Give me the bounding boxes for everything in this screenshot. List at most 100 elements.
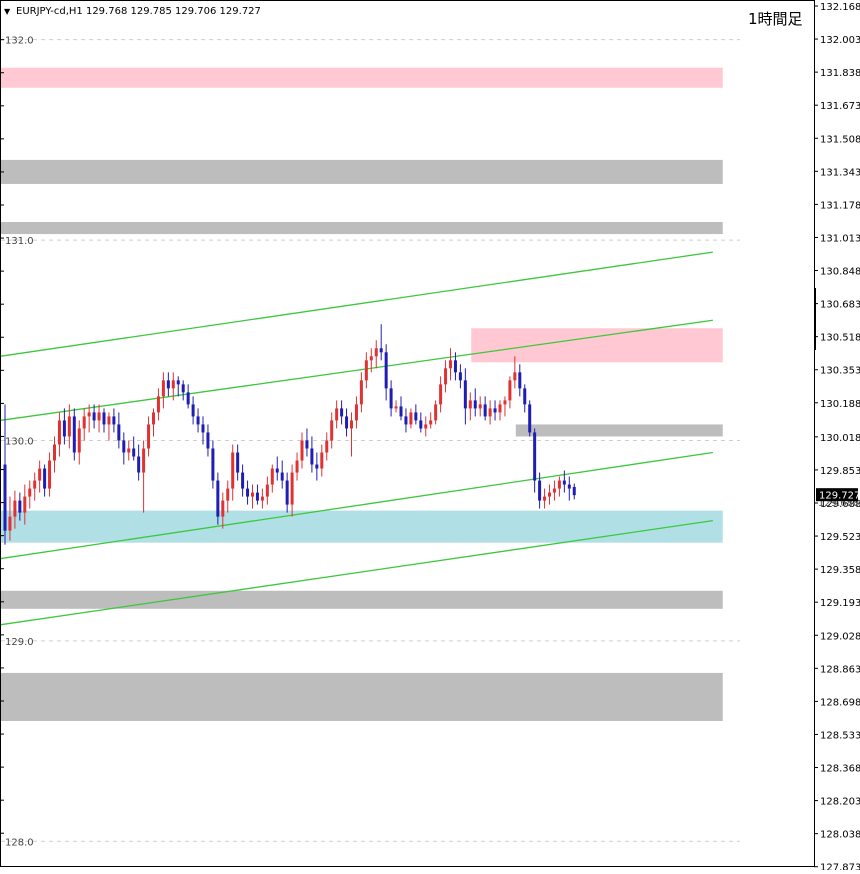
round-level-label: 128.0 bbox=[5, 837, 34, 848]
candle-body bbox=[379, 348, 383, 353]
candle bbox=[196, 408, 200, 433]
candle bbox=[77, 420, 81, 465]
resistance-zone bbox=[1, 67, 723, 88]
candle bbox=[191, 396, 195, 425]
candle-body bbox=[196, 416, 200, 425]
candle-body bbox=[191, 404, 195, 417]
channel-line[interactable] bbox=[0, 319, 713, 422]
candle bbox=[503, 396, 507, 417]
candle-body bbox=[280, 472, 284, 481]
candle bbox=[28, 480, 32, 509]
candle-body bbox=[523, 388, 527, 405]
candle-body bbox=[102, 412, 106, 425]
candle-body bbox=[152, 412, 155, 425]
candle-body bbox=[251, 492, 254, 497]
candle bbox=[122, 432, 126, 465]
candle bbox=[548, 484, 551, 505]
candle-body bbox=[216, 480, 220, 517]
candle bbox=[394, 400, 398, 413]
axis-tick-label: 128.698 bbox=[820, 697, 860, 708]
candle bbox=[255, 484, 259, 505]
candle-body bbox=[325, 440, 329, 453]
candle-body bbox=[156, 396, 160, 413]
candle bbox=[330, 412, 334, 449]
candle-body bbox=[142, 448, 146, 473]
candle bbox=[87, 404, 91, 433]
channel-line[interactable] bbox=[0, 251, 713, 357]
candle-body bbox=[87, 412, 91, 417]
candle bbox=[290, 464, 294, 517]
channel-line[interactable] bbox=[0, 451, 713, 560]
candle bbox=[350, 412, 353, 457]
candle bbox=[201, 416, 205, 445]
candle-body bbox=[369, 356, 373, 361]
axis-tick-label: 131.838 bbox=[820, 68, 860, 79]
current-price-label: 129.727 bbox=[819, 491, 860, 502]
candle-body bbox=[161, 380, 165, 397]
candle-body bbox=[320, 452, 324, 469]
candle bbox=[176, 376, 180, 397]
candle-body bbox=[23, 496, 27, 513]
candles-layer bbox=[3, 324, 576, 545]
candle-body bbox=[97, 412, 101, 421]
candle-body bbox=[260, 496, 264, 501]
candle-body bbox=[548, 492, 551, 497]
candle bbox=[424, 416, 428, 437]
candle-body bbox=[57, 420, 61, 445]
candle-body bbox=[483, 404, 487, 417]
candle-body bbox=[538, 480, 542, 501]
candle-body bbox=[508, 380, 512, 401]
candle-body bbox=[127, 448, 131, 453]
candle-body bbox=[38, 468, 42, 481]
candle bbox=[414, 404, 418, 425]
candle-body bbox=[28, 488, 32, 497]
candle-body bbox=[404, 416, 408, 425]
channel-line[interactable] bbox=[0, 519, 713, 626]
candle-body bbox=[478, 404, 482, 409]
candle bbox=[523, 384, 527, 413]
channel-lines-layer[interactable] bbox=[0, 251, 713, 626]
candle bbox=[48, 452, 52, 497]
candle-body bbox=[231, 452, 235, 489]
scale-handle[interactable] bbox=[814, 288, 816, 350]
candle-body bbox=[275, 468, 279, 473]
candle bbox=[399, 396, 403, 421]
candle bbox=[270, 464, 274, 493]
candle-body bbox=[18, 500, 22, 513]
candle-body bbox=[409, 412, 413, 425]
axis-tick-label: 130.683 bbox=[820, 300, 860, 311]
candle bbox=[468, 392, 472, 421]
axis-tick-label: 128.038 bbox=[820, 830, 860, 841]
candle bbox=[419, 412, 423, 433]
candle bbox=[379, 324, 383, 361]
candle bbox=[285, 472, 289, 513]
axis-tick-label: 131.343 bbox=[820, 167, 860, 178]
round-level-label: 131.0 bbox=[5, 236, 34, 247]
candle bbox=[305, 428, 309, 457]
candle bbox=[280, 460, 284, 489]
candle bbox=[132, 436, 136, 461]
candle bbox=[300, 432, 304, 469]
support-zone bbox=[1, 510, 723, 543]
menu-arrow-icon[interactable]: ▼ bbox=[4, 7, 11, 16]
candle-body bbox=[236, 452, 240, 473]
axis-tick-label: 130.018 bbox=[820, 433, 860, 444]
candle bbox=[552, 480, 556, 501]
candle bbox=[374, 340, 378, 369]
hidden-tick-label: 129.688 bbox=[818, 498, 859, 509]
candle-body bbox=[419, 420, 423, 429]
axis-tick-label: 129.523 bbox=[820, 532, 860, 543]
candle-body bbox=[562, 480, 566, 485]
axis-tick-label: 132.003 bbox=[820, 35, 860, 46]
candle bbox=[236, 444, 240, 481]
candle bbox=[72, 408, 76, 461]
level-zone bbox=[1, 222, 723, 235]
candle-body bbox=[359, 380, 363, 405]
candle bbox=[186, 384, 190, 409]
axis-tick-label: 130.518 bbox=[820, 333, 860, 344]
candle bbox=[275, 456, 279, 481]
candle-body bbox=[122, 440, 126, 453]
